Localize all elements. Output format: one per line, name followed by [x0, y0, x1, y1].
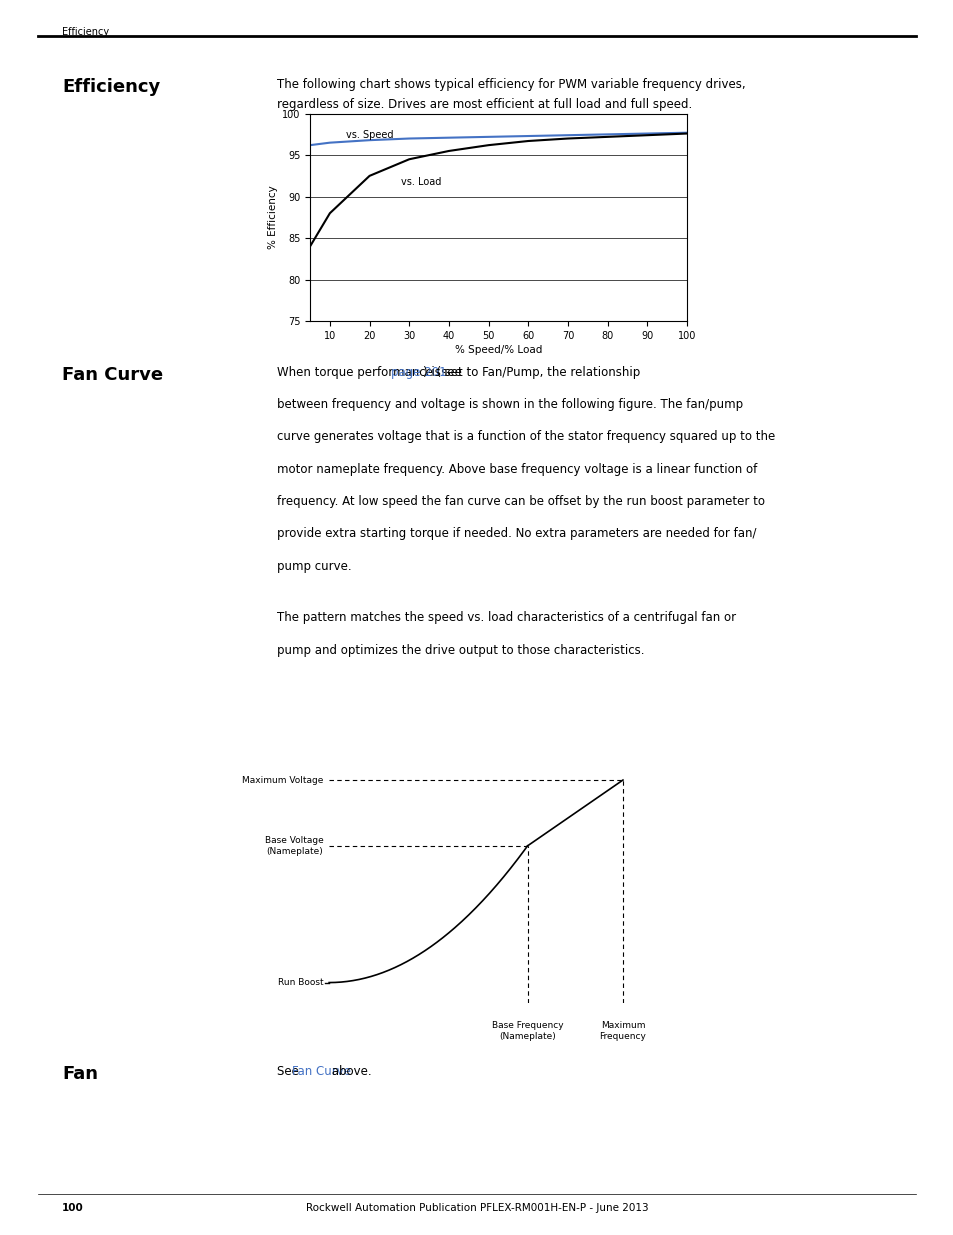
Text: frequency. At low speed the fan curve can be offset by the run boost parameter t: frequency. At low speed the fan curve ca… [276, 495, 764, 508]
Text: Maximum Voltage: Maximum Voltage [242, 776, 323, 784]
Text: between frequency and voltage is shown in the following figure. The fan/pump: between frequency and voltage is shown i… [276, 398, 742, 411]
Y-axis label: % Efficiency: % Efficiency [268, 185, 277, 249]
Text: 100: 100 [62, 1203, 84, 1213]
Text: pump and optimizes the drive output to those characteristics.: pump and optimizes the drive output to t… [276, 643, 643, 657]
Text: Maximum
Frequency: Maximum Frequency [598, 1020, 646, 1041]
Text: Run Boost: Run Boost [277, 978, 323, 987]
Text: vs. Load: vs. Load [401, 177, 441, 186]
Text: curve generates voltage that is a function of the stator frequency squared up to: curve generates voltage that is a functi… [276, 430, 774, 443]
Text: page 201: page 201 [391, 366, 447, 379]
Text: Efficiency: Efficiency [62, 27, 109, 37]
Text: See: See [276, 1065, 302, 1078]
Text: pump curve.: pump curve. [276, 559, 351, 573]
Text: ) is set to Fan/Pump, the relationship: ) is set to Fan/Pump, the relationship [423, 366, 639, 379]
Text: Efficiency: Efficiency [62, 78, 160, 96]
Text: Base Voltage
(Nameplate): Base Voltage (Nameplate) [264, 836, 323, 856]
Text: The following chart shows typical efficiency for PWM variable frequency drives,: The following chart shows typical effici… [276, 78, 744, 91]
Text: vs. Speed: vs. Speed [345, 130, 393, 140]
Text: provide extra starting torque if needed. No extra parameters are needed for fan/: provide extra starting torque if needed.… [276, 527, 756, 541]
Text: Fan: Fan [62, 1065, 98, 1083]
X-axis label: % Speed/% Load: % Speed/% Load [455, 345, 541, 354]
Text: Fan Curve: Fan Curve [62, 366, 163, 384]
Text: When torque performance (see: When torque performance (see [276, 366, 465, 379]
Text: Fan Curve: Fan Curve [293, 1065, 351, 1078]
Text: above.: above. [328, 1065, 372, 1078]
Text: Base Frequency
(Nameplate): Base Frequency (Nameplate) [491, 1020, 563, 1041]
Text: Rockwell Automation Publication PFLEX-RM001H-EN-P - June 2013: Rockwell Automation Publication PFLEX-RM… [305, 1203, 648, 1213]
Text: regardless of size. Drives are most efficient at full load and full speed.: regardless of size. Drives are most effi… [276, 98, 691, 111]
Text: The pattern matches the speed vs. load characteristics of a centrifugal fan or: The pattern matches the speed vs. load c… [276, 611, 735, 625]
Text: motor nameplate frequency. Above base frequency voltage is a linear function of: motor nameplate frequency. Above base fr… [276, 463, 756, 475]
